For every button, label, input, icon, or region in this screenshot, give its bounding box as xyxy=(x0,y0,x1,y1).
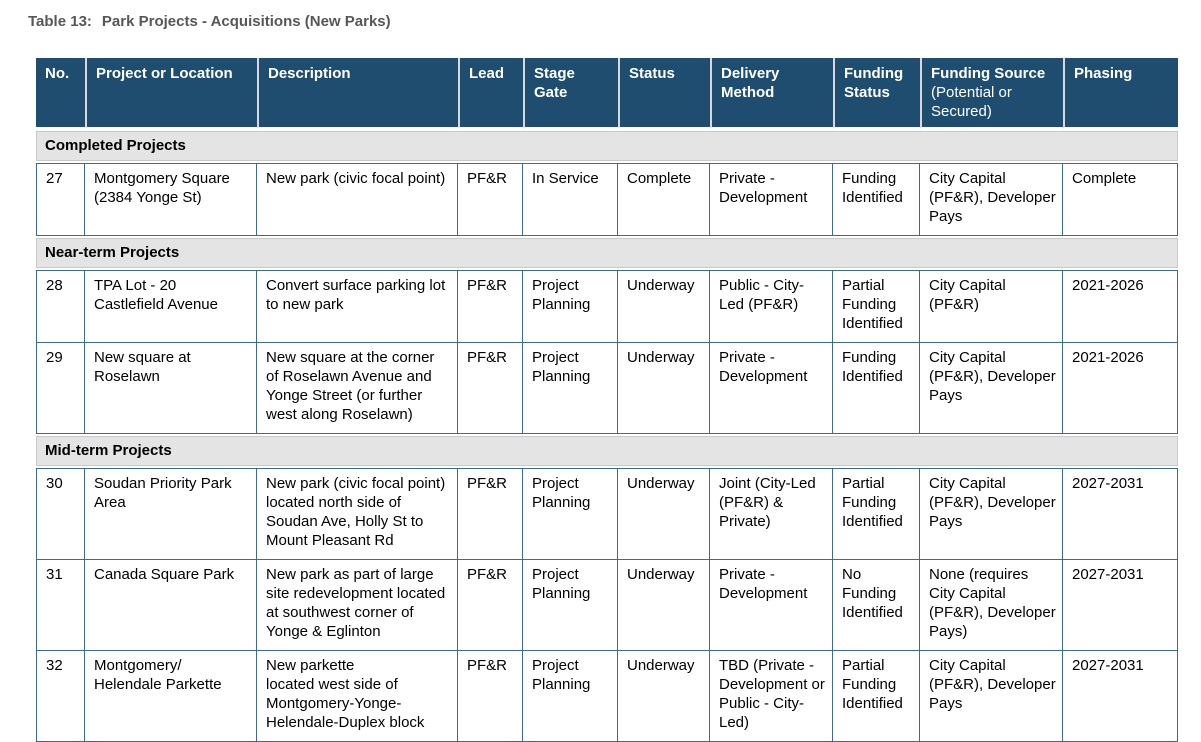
cell-delivery-method: Private - Development xyxy=(710,163,833,236)
section-label: Mid-term Projects xyxy=(36,434,1178,468)
cell-phasing: 2027-2031 xyxy=(1063,560,1178,651)
section-row-mid-term-projects: Mid-term Projects xyxy=(36,434,1178,468)
cell-status: Underway xyxy=(618,343,710,434)
cell-phasing: 2027-2031 xyxy=(1063,651,1178,742)
table-caption: Table 13: Park Projects - Acquisitions (N… xyxy=(28,12,1201,31)
cell-lead: PF&R xyxy=(458,560,523,651)
funding-source-sublabel: (Potential or Secured) xyxy=(931,84,1012,120)
cell-status: Underway xyxy=(618,651,710,742)
cell-delivery-method: Public - City-Led (PF&R) xyxy=(710,270,833,343)
cell-funding-source: City Capital (PF&R), Developer Pays xyxy=(920,163,1063,236)
cell-funding-source: City Capital (PF&R), Developer Pays xyxy=(920,468,1063,560)
cell-funding-status: Partial Funding Identified xyxy=(833,651,920,742)
cell-project: TPA Lot - 20 Castlefield Avenue xyxy=(85,270,257,343)
column-header-funding-source: Funding Source (Potential or Secured) xyxy=(920,58,1063,129)
cell-lead: PF&R xyxy=(458,270,523,343)
cell-funding-status: Partial Funding Identified xyxy=(833,270,920,343)
cell-description: Convert surface parking lot to new park xyxy=(257,270,458,343)
cell-stage-gate: Project Planning xyxy=(523,560,618,651)
cell-funding-status: Funding Identified xyxy=(833,343,920,434)
section-row-near-term-projects: Near-term Projects xyxy=(36,236,1178,270)
cell-phasing: 2021-2026 xyxy=(1063,270,1178,343)
cell-stage-gate: In Service xyxy=(523,163,618,236)
column-header-description: Description xyxy=(257,58,458,129)
table-row-30: 30 Soudan Priority Park Area New park (c… xyxy=(36,468,1178,560)
column-header-funding-status: Funding Status xyxy=(833,58,920,129)
cell-status: Underway xyxy=(618,560,710,651)
cell-description: New park as part of large site redevelop… xyxy=(257,560,458,651)
section-row-completed-projects: Completed Projects xyxy=(36,129,1178,163)
cell-project: Montgomery Square (2384 Yonge St) xyxy=(85,163,257,236)
cell-delivery-method: TBD (Private - Development or Public - C… xyxy=(710,651,833,742)
cell-description: New park (civic focal point) located nor… xyxy=(257,468,458,560)
cell-stage-gate: Project Planning xyxy=(523,468,618,560)
column-header-status: Status xyxy=(618,58,710,129)
cell-no: 32 xyxy=(36,651,85,742)
park-projects-acquisitions-table: No. Project or Location Description Lead… xyxy=(36,58,1178,742)
cell-phasing: 2021-2026 xyxy=(1063,343,1178,434)
cell-funding-source: City Capital (PF&R), Developer Pays xyxy=(920,343,1063,434)
cell-funding-status: Funding Identified xyxy=(833,163,920,236)
cell-stage-gate: Project Planning xyxy=(523,343,618,434)
cell-stage-gate: Project Planning xyxy=(523,651,618,742)
cell-status: Underway xyxy=(618,468,710,560)
column-header-stage-gate: Stage Gate xyxy=(523,58,618,129)
cell-description: New square at the corner of Roselawn Ave… xyxy=(257,343,458,434)
cell-description: New park (civic focal point) xyxy=(257,163,458,236)
table-row-32: 32 Montgomery/ Helendale Parkette New pa… xyxy=(36,651,1178,742)
cell-funding-source: City Capital (PF&R), Developer Pays xyxy=(920,651,1063,742)
cell-funding-source: None (requires City Capital (PF&R), Deve… xyxy=(920,560,1063,651)
cell-lead: PF&R xyxy=(458,651,523,742)
cell-project: Montgomery/ Helendale Parkette xyxy=(85,651,257,742)
cell-stage-gate: Project Planning xyxy=(523,270,618,343)
column-header-phasing: Phasing xyxy=(1063,58,1178,129)
cell-funding-status: No Funding Identified xyxy=(833,560,920,651)
cell-delivery-method: Private - Development xyxy=(710,560,833,651)
table-caption-number: Table 13: xyxy=(28,13,92,30)
cell-phasing: Complete xyxy=(1063,163,1178,236)
table-row-31: 31 Canada Square Park New park as part o… xyxy=(36,560,1178,651)
cell-description: New parkette located west side of Montgo… xyxy=(257,651,458,742)
cell-status: Underway xyxy=(618,270,710,343)
column-header-lead: Lead xyxy=(458,58,523,129)
header-row: No. Project or Location Description Lead… xyxy=(36,58,1178,129)
cell-no: 28 xyxy=(36,270,85,343)
cell-delivery-method: Joint (City-Led (PF&R) & Private) xyxy=(710,468,833,560)
cell-delivery-method: Private - Development xyxy=(710,343,833,434)
funding-source-label: Funding Source xyxy=(931,65,1046,82)
cell-project: Canada Square Park xyxy=(85,560,257,651)
table-row-27: 27 Montgomery Square (2384 Yonge St) New… xyxy=(36,163,1178,236)
cell-lead: PF&R xyxy=(458,468,523,560)
table-caption-text: Park Projects - Acquisitions (New Parks) xyxy=(101,13,391,30)
cell-project: Soudan Priority Park Area xyxy=(85,468,257,560)
cell-phasing: 2027-2031 xyxy=(1063,468,1178,560)
cell-no: 27 xyxy=(36,163,85,236)
section-label: Completed Projects xyxy=(36,129,1178,163)
table-row-29: 29 New square at Roselawn New square at … xyxy=(36,343,1178,434)
cell-no: 29 xyxy=(36,343,85,434)
cell-project: New square at Roselawn xyxy=(85,343,257,434)
column-header-no: No. xyxy=(36,58,85,129)
cell-funding-source: City Capital (PF&R) xyxy=(920,270,1063,343)
column-header-delivery-method: Delivery Method xyxy=(710,58,833,129)
column-header-project-or-location: Project or Location xyxy=(85,58,257,129)
cell-funding-status: Partial Funding Identified xyxy=(833,468,920,560)
cell-no: 31 xyxy=(36,560,85,651)
table-row-28: 28 TPA Lot - 20 Castlefield Avenue Conve… xyxy=(36,270,1178,343)
section-label: Near-term Projects xyxy=(36,236,1178,270)
cell-lead: PF&R xyxy=(458,343,523,434)
cell-no: 30 xyxy=(36,468,85,560)
cell-status: Complete xyxy=(618,163,710,236)
cell-lead: PF&R xyxy=(458,163,523,236)
